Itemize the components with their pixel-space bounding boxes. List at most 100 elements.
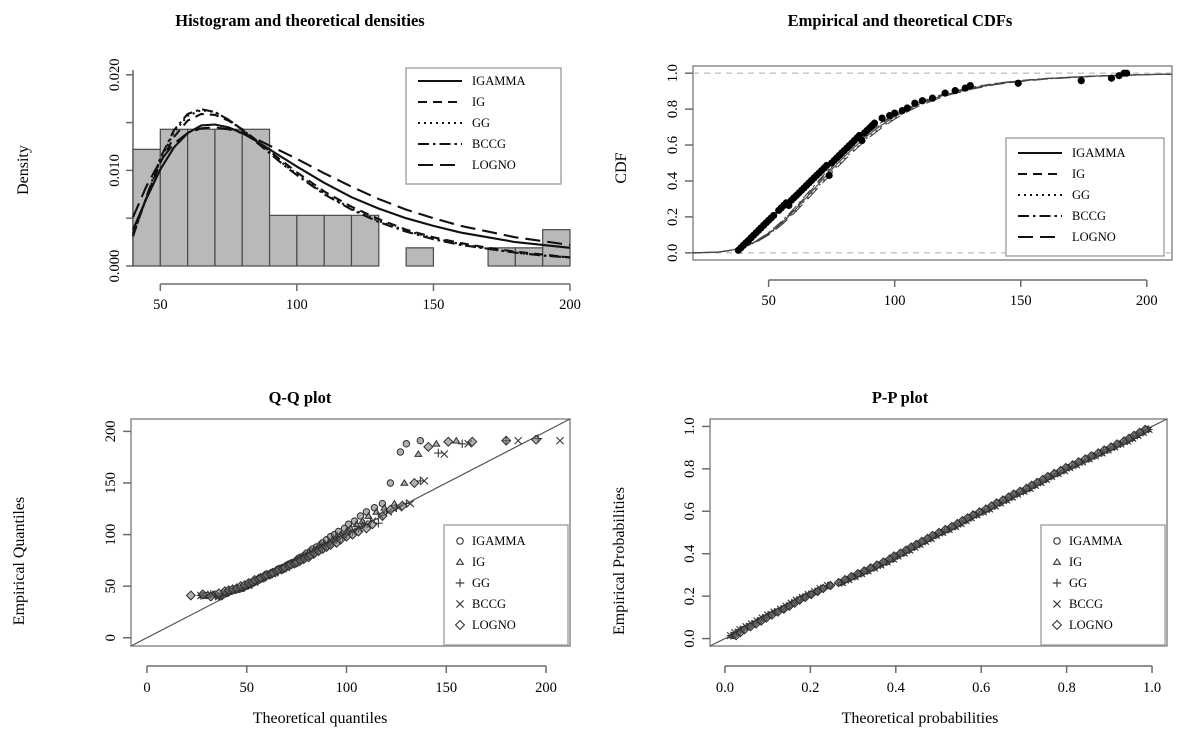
- legend-label-IG: IG: [472, 555, 485, 569]
- svg-text:150: 150: [103, 472, 119, 494]
- qq-svg: Q-Q plot 0 50 100 150 200 0 50 100 150 200 IGAMMA I…: [11, 388, 571, 727]
- svg-text:0.8: 0.8: [682, 460, 698, 478]
- legend-label-LOGNO: LOGNO: [1069, 618, 1113, 632]
- svg-text:150: 150: [423, 297, 445, 313]
- legend-label-LOGNO: LOGNO: [472, 158, 516, 172]
- x-axis-title-qq: Theoretical quantiles: [253, 710, 388, 727]
- plot-frame: [692, 65, 1173, 261]
- ecdf-point: [1123, 69, 1131, 77]
- qq-plot-area: 0 50 100 150 200 0 50 100 150 200 IGAMMA IG GG BCCG LO…: [103, 418, 571, 696]
- legend-label-LOGNO: LOGNO: [1072, 230, 1116, 244]
- ecdf-point: [1014, 79, 1022, 87]
- histogram-bar: [514, 247, 544, 267]
- density-curve-GG: [132, 109, 571, 259]
- panel-cdf: Empirical and theoretical CDFs 0.0 0.2 0.4…: [600, 0, 1200, 371]
- series-IG: [198, 436, 461, 600]
- density-curve-BCCG: [132, 108, 571, 259]
- svg-text:100: 100: [286, 297, 308, 313]
- ecdf-point: [1077, 77, 1085, 85]
- histogram-bar: [296, 214, 325, 267]
- svg-text:200: 200: [535, 680, 557, 696]
- ecdf-point: [941, 89, 949, 97]
- svg-text:0.6: 0.6: [682, 502, 698, 520]
- ecdf-point: [870, 119, 879, 127]
- legend-label-IGAMMA: IGAMMA: [472, 74, 525, 88]
- svg-text:0.4: 0.4: [682, 544, 698, 563]
- legend-label-IGAMMA: IGAMMA: [472, 534, 525, 548]
- legend-label-BCCG: BCCG: [472, 137, 506, 151]
- histogram-bar: [268, 214, 298, 267]
- svg-text:100: 100: [103, 524, 119, 546]
- y-axis-title-qq: Empirical Quantiles: [11, 497, 28, 625]
- legend-label-BCCG: BCCG: [1072, 209, 1106, 223]
- svg-text:50: 50: [239, 680, 254, 696]
- ecdf-point: [770, 211, 778, 220]
- svg-text:200: 200: [1136, 293, 1158, 309]
- ecdf-point: [911, 99, 919, 107]
- ecdf-point: [858, 136, 866, 145]
- histogram-bar: [159, 128, 189, 267]
- svg-text:200: 200: [103, 421, 119, 443]
- ecdf-point: [951, 87, 959, 95]
- ecdf-point: [891, 109, 899, 117]
- y-axis-title-pp: Empirical Probabilities: [611, 487, 628, 635]
- svg-text:0.000: 0.000: [107, 250, 123, 283]
- legend-label-IG: IG: [1069, 555, 1082, 569]
- svg-text:0.8: 0.8: [665, 100, 681, 118]
- ecdf-point: [966, 81, 974, 90]
- histogram-bar: [405, 247, 435, 267]
- legend-label-IG: IG: [1072, 167, 1085, 181]
- legend-label-IGAMMA: IGAMMA: [1072, 146, 1125, 160]
- pp-svg: P-P plot 0.00.20.40.60.81.00.0 0.2 0.4 0.6 0…: [611, 388, 1168, 727]
- panel-title-qq: Q-Q plot: [269, 388, 332, 407]
- legend-label-BCCG: BCCG: [472, 597, 506, 611]
- svg-text:0: 0: [143, 680, 150, 696]
- svg-text:0.0: 0.0: [682, 630, 698, 648]
- svg-text:100: 100: [336, 680, 358, 696]
- svg-text:0.8: 0.8: [1058, 680, 1076, 696]
- histogram-plot-area: 0.000 0.010 0.020 50 100 150 200 IGAMMA IG GG BCCG…: [107, 58, 581, 313]
- cdf-svg: Empirical and theoretical CDFs 0.0 0.2 0.4…: [613, 11, 1173, 309]
- ecdf-point: [903, 104, 911, 112]
- legend-label-IG: IG: [472, 95, 485, 109]
- legend-label-LOGNO: LOGNO: [472, 618, 516, 632]
- histogram-bar: [323, 214, 353, 267]
- legend-label-IGAMMA: IGAMMA: [1069, 534, 1122, 548]
- x-axis-title-pp: Theoretical probabilities: [842, 710, 999, 727]
- svg-text:0.010: 0.010: [107, 154, 123, 187]
- svg-text:0.4: 0.4: [887, 680, 906, 696]
- legend-label-GG: GG: [472, 576, 490, 590]
- panel-qq: Q-Q plot 0 50 100 150 200 0 50 100 150 200 IGAMMA I…: [0, 371, 600, 742]
- panel-pp: P-P plot 0.0 0.2 0.4 0.6 0.8 1.0 0.0 0.2 0.4 0.6 0…: [600, 371, 1200, 742]
- cdf-plot-area: 0.0 0.2 0.4 0.6 0.8 1.0 50 100 150 200 IGAMMA IG GG B…: [665, 64, 1173, 309]
- svg-text:150: 150: [1010, 293, 1032, 309]
- panel-title-histogram: Histogram and theoretical densities: [175, 11, 425, 30]
- panel-title-cdf: Empirical and theoretical CDFs: [788, 11, 1013, 30]
- svg-text:150: 150: [435, 680, 457, 696]
- svg-text:0.020: 0.020: [107, 58, 123, 91]
- svg-text:0.6: 0.6: [665, 136, 681, 154]
- svg-text:50: 50: [153, 297, 168, 313]
- svg-text:1.0: 1.0: [682, 417, 698, 435]
- histogram-bar: [187, 128, 216, 267]
- ecdf-point: [1107, 74, 1116, 82]
- histogram-bar: [350, 214, 380, 267]
- histogram-svg: Histogram and theoretical densities 0.00…: [15, 11, 581, 313]
- svg-text:1.0: 1.0: [665, 64, 681, 82]
- ecdf-point: [878, 114, 886, 122]
- pp-plot-area: 0.0 0.2 0.4 0.6 0.8 1.0 0.0 0.2 0.4 0.6 0.8 1.0 IGAM…: [682, 417, 1168, 696]
- series-LOGNO: [185, 434, 542, 602]
- svg-text:200: 200: [559, 297, 581, 313]
- panel-title-pp: P-P plot: [872, 388, 929, 407]
- svg-text:100: 100: [884, 293, 906, 309]
- svg-text:50: 50: [103, 579, 119, 594]
- svg-text:0: 0: [103, 634, 119, 641]
- panel-histogram-densities: Histogram and theoretical densities 0.00…: [0, 0, 600, 371]
- svg-text:0.2: 0.2: [801, 680, 819, 696]
- cdf-curve-LOGNO: [692, 73, 1173, 254]
- svg-text:0.2: 0.2: [682, 587, 698, 605]
- legend-label-GG: GG: [472, 116, 490, 130]
- ecdf-point: [918, 97, 927, 105]
- histogram-bar: [214, 128, 243, 267]
- series-LOGNO: [731, 424, 1151, 641]
